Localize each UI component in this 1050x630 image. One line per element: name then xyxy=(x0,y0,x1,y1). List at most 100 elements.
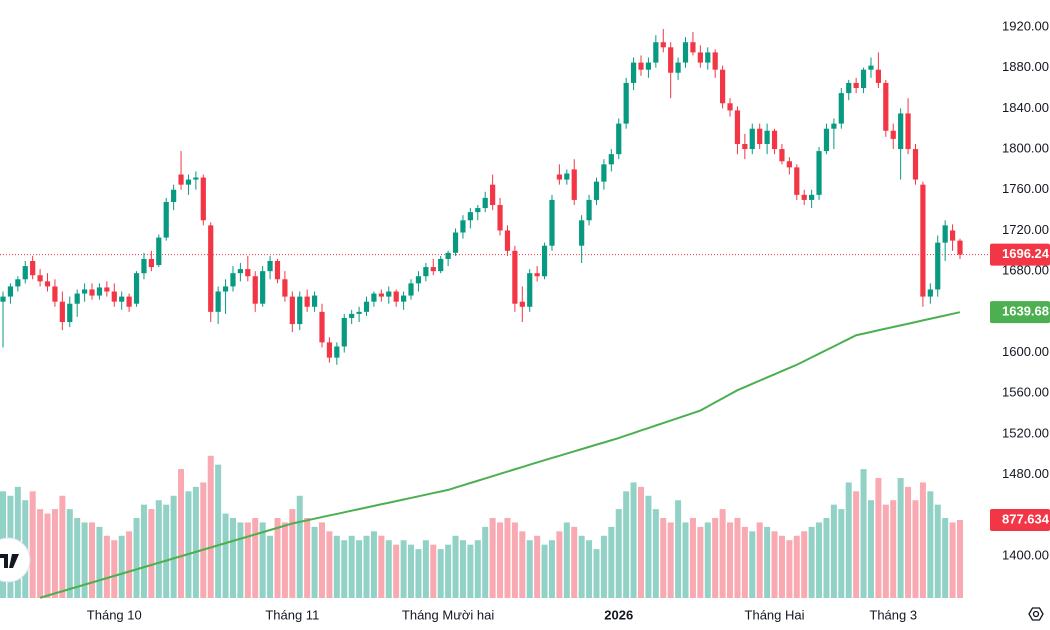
candle-body xyxy=(586,199,592,221)
candle-body xyxy=(156,237,162,266)
volume-bar xyxy=(207,455,214,598)
volume-bar xyxy=(697,526,704,598)
volume-bar xyxy=(830,504,837,598)
volume-bar xyxy=(504,517,511,598)
settings-icon[interactable] xyxy=(1028,607,1044,621)
volume-bar xyxy=(229,517,236,598)
volume-bar xyxy=(170,495,177,598)
last-price-label-box xyxy=(990,243,1050,266)
volume-bar xyxy=(704,522,711,598)
candle-body xyxy=(616,123,622,155)
volume-bar xyxy=(103,535,110,598)
volume-bar xyxy=(341,540,348,598)
volume-bar xyxy=(474,540,481,598)
candle-body xyxy=(408,283,414,296)
volume-label: 877.634 xyxy=(1002,511,1050,526)
candle-body xyxy=(957,240,963,255)
volume-bar xyxy=(764,526,771,598)
candle-body xyxy=(289,296,295,325)
candle-body xyxy=(311,295,318,307)
volume-bar xyxy=(74,517,81,598)
volume-bar xyxy=(59,495,66,598)
volume-bar xyxy=(281,522,288,598)
candle-body xyxy=(816,151,822,195)
volume-bar xyxy=(437,549,444,598)
y-tick-label: 1400.00 xyxy=(1002,547,1049,562)
candle-body xyxy=(274,260,281,280)
volume-bar xyxy=(645,495,652,598)
x-tick-label: Tháng 11 xyxy=(265,607,319,622)
volume-bar xyxy=(689,517,696,598)
volume-bar xyxy=(608,526,615,598)
candle-body xyxy=(757,128,763,144)
candle-body xyxy=(490,184,496,206)
candle-body xyxy=(0,296,6,302)
volume-bar xyxy=(667,522,674,598)
volume-bar xyxy=(155,500,162,598)
candle-body xyxy=(942,225,948,243)
candle-body xyxy=(22,266,28,280)
candle-body xyxy=(67,303,73,323)
candle-body xyxy=(252,276,258,304)
candle-body xyxy=(82,289,88,294)
candle-body xyxy=(30,260,36,276)
candle-body xyxy=(423,267,429,277)
candle-body xyxy=(564,173,570,180)
candle-body xyxy=(638,62,644,70)
volume-bar xyxy=(890,500,897,598)
candle-body xyxy=(104,287,110,292)
volume-bar xyxy=(808,526,815,598)
candle-body xyxy=(230,273,236,287)
candle-body xyxy=(267,260,273,272)
volume-bar xyxy=(578,535,585,598)
volume-bar xyxy=(489,517,496,598)
volume-bar xyxy=(882,504,889,598)
volume-bar xyxy=(452,535,459,598)
volume-bar xyxy=(875,477,882,598)
volume-bar xyxy=(215,464,222,598)
candle-body xyxy=(927,289,933,297)
candle-body xyxy=(534,273,540,277)
volume-bar xyxy=(793,535,800,598)
volume-bar xyxy=(638,486,644,598)
volume-bar xyxy=(459,540,466,598)
candle-body xyxy=(497,205,503,231)
volume-bar xyxy=(296,495,303,598)
candle-body xyxy=(475,208,481,213)
volume-bar xyxy=(860,469,867,598)
y-tick-label: 1840.00 xyxy=(1002,100,1049,115)
candle-body xyxy=(445,252,451,259)
candle-body xyxy=(386,291,392,297)
candle-body xyxy=(705,52,711,63)
candle-body xyxy=(660,42,666,48)
volume-bar xyxy=(630,482,637,598)
volume-bar xyxy=(919,482,926,598)
candle-body xyxy=(786,161,792,168)
candle-body xyxy=(7,286,14,297)
x-tick-label: Tháng 3 xyxy=(869,607,917,622)
volume-bar xyxy=(333,535,340,598)
price-axis: 1920.00 1880.00 1840.00 1800.00 1760.00 1720.… xyxy=(990,18,1050,562)
volume-bar xyxy=(942,517,949,598)
volume-bar xyxy=(905,486,912,598)
candle-body xyxy=(282,279,288,297)
y-tick-label: 1560.00 xyxy=(1002,385,1049,400)
candle-body xyxy=(356,311,362,314)
volume-bar xyxy=(734,517,741,598)
volume-bar xyxy=(326,531,333,598)
volume-bar xyxy=(853,491,860,598)
volume-bar xyxy=(749,531,756,598)
moving-average-line xyxy=(39,311,961,599)
candle-body xyxy=(742,143,748,150)
volume-bar xyxy=(393,544,400,598)
y-tick-label: 1600.00 xyxy=(1002,344,1049,359)
volume-bar xyxy=(304,517,311,598)
volume-bar xyxy=(497,522,504,598)
volume-bar xyxy=(482,526,489,598)
volume-bar xyxy=(949,522,956,598)
volume-bar xyxy=(163,504,170,598)
candle-body xyxy=(771,130,778,150)
volume-bar xyxy=(140,504,147,598)
candle-body xyxy=(260,271,266,304)
candle-body xyxy=(623,82,629,124)
